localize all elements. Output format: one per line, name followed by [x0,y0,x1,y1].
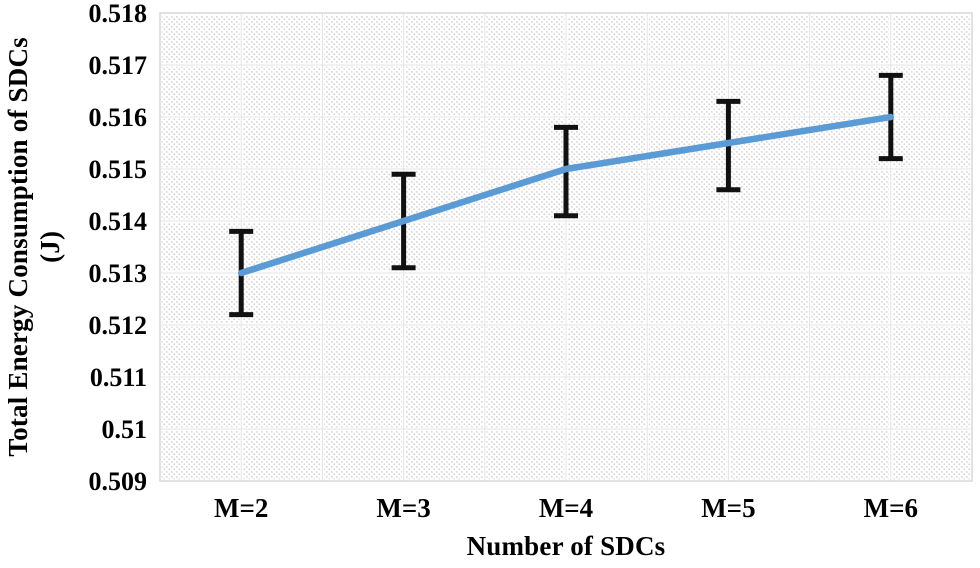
y-tick-label: 0.511 [90,363,147,392]
x-tick-label: M=3 [376,493,430,523]
x-tick-label: M=4 [539,493,593,523]
series-line [237,113,895,277]
y-tick-label: 0.509 [89,467,148,496]
x-axis-tick-labels: M=2 M=3 M=4 M=5 M=6 [214,493,918,523]
x-axis-title: Number of SDCs [466,531,666,561]
x-tick-label: M=6 [864,493,918,523]
y-tick-label: 0.517 [89,51,148,80]
y-tick-label: 0.512 [89,311,148,340]
y-tick-label: 0.513 [89,259,148,288]
y-tick-label: 0.516 [89,103,148,132]
y-axis-tick-labels: 0.509 0.51 0.511 0.512 0.513 0.514 0.515 0.516 0… [89,0,148,496]
y-tick-label: 0.518 [89,0,148,28]
y-tick-label: 0.514 [89,207,148,236]
y-tick-label: 0.51 [102,415,148,444]
y-tick-label: 0.515 [89,155,148,184]
x-tick-label: M=5 [701,493,755,523]
plot-area-border [159,12,973,482]
x-tick-label: M=2 [214,493,268,523]
